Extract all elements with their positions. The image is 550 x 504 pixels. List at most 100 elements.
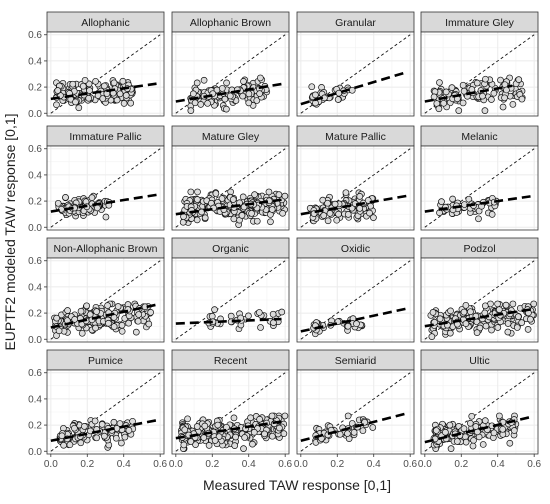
data-point bbox=[497, 76, 504, 84]
x-tick-label: 0.2 bbox=[454, 459, 468, 470]
data-point bbox=[488, 210, 496, 218]
facet-panel: Allophanic 0.0 0.2 0.4 0.6 bbox=[28, 11, 165, 120]
data-point bbox=[200, 434, 208, 441]
panel-border bbox=[171, 145, 290, 231]
data-point bbox=[333, 216, 341, 224]
data-point bbox=[58, 432, 66, 440]
panel-border bbox=[46, 257, 165, 343]
data-point bbox=[468, 412, 476, 420]
data-point bbox=[281, 412, 289, 420]
data-point bbox=[245, 312, 252, 320]
data-point bbox=[446, 329, 454, 337]
data-point bbox=[504, 328, 512, 336]
facet-title: Allophanic bbox=[81, 17, 129, 29]
data-point bbox=[319, 196, 327, 204]
data-point bbox=[257, 74, 264, 82]
data-point bbox=[356, 193, 364, 200]
data-point bbox=[473, 329, 481, 336]
x-tick-label: 0.6 bbox=[403, 459, 417, 470]
data-point bbox=[524, 326, 532, 333]
data-point bbox=[442, 428, 449, 436]
fit-line bbox=[50, 303, 157, 329]
data-point bbox=[77, 307, 85, 315]
facet-title: Melanic bbox=[461, 131, 497, 143]
data-point bbox=[181, 426, 189, 434]
facet-panel: Immature Gley bbox=[420, 11, 539, 117]
data-point bbox=[335, 210, 342, 218]
data-point bbox=[275, 191, 283, 198]
data-point bbox=[81, 423, 88, 430]
data-point bbox=[132, 328, 140, 336]
data-point bbox=[496, 412, 503, 420]
fit-line bbox=[424, 308, 531, 328]
data-point bbox=[269, 432, 276, 440]
panel-border bbox=[296, 369, 415, 455]
facet-panel: Ultic 0.0 0.2 0.4 0.6 bbox=[418, 349, 542, 470]
data-point bbox=[66, 441, 74, 449]
panels-group: Allophanic 0.0 0.2 0.4 0.6 Allophanic Brown Gr… bbox=[28, 11, 542, 470]
facet-panel: Mature Pallic bbox=[296, 125, 415, 231]
fit-line bbox=[300, 307, 407, 333]
data-point bbox=[342, 189, 350, 197]
data-point bbox=[435, 105, 443, 113]
data-point bbox=[238, 212, 246, 219]
facet-panel: Immature Pallic 0.0 0.2 0.4 0.6 bbox=[28, 125, 165, 234]
data-point bbox=[261, 430, 268, 438]
panel-content bbox=[424, 148, 535, 228]
data-point bbox=[72, 98, 79, 106]
data-point bbox=[253, 217, 261, 225]
data-point bbox=[326, 210, 334, 217]
data-point bbox=[223, 105, 230, 113]
data-point bbox=[447, 307, 454, 315]
x-tick-label: 0.0 bbox=[44, 459, 58, 470]
data-point bbox=[193, 423, 201, 430]
data-point bbox=[204, 99, 211, 107]
data-point bbox=[53, 314, 60, 322]
facet-panel: Oxidic bbox=[296, 237, 415, 343]
data-point bbox=[515, 76, 523, 83]
data-point bbox=[189, 90, 197, 98]
data-point bbox=[503, 86, 510, 94]
panel-border bbox=[296, 31, 415, 117]
data-point bbox=[64, 307, 71, 314]
data-point bbox=[215, 433, 223, 440]
data-point bbox=[91, 417, 99, 425]
y-tick-label: 0.6 bbox=[28, 256, 42, 267]
data-point bbox=[433, 427, 440, 434]
panel-content bbox=[300, 260, 411, 340]
data-point bbox=[430, 93, 438, 101]
data-point bbox=[245, 99, 253, 107]
data-point bbox=[120, 100, 128, 107]
panel-content bbox=[50, 148, 161, 228]
data-point bbox=[187, 107, 195, 114]
facet-panel: Granular bbox=[296, 11, 415, 117]
data-point bbox=[479, 92, 486, 100]
data-point bbox=[370, 214, 377, 221]
data-point bbox=[193, 216, 201, 224]
data-point bbox=[513, 324, 521, 331]
y-axis-label: EUPTF2 modeled TAW response [0,1] bbox=[2, 113, 18, 350]
data-point bbox=[494, 300, 501, 308]
data-point bbox=[211, 306, 218, 313]
data-point bbox=[54, 87, 62, 94]
panel-border bbox=[46, 31, 165, 117]
data-point bbox=[475, 215, 482, 223]
data-point bbox=[75, 104, 83, 112]
data-point bbox=[135, 311, 143, 318]
data-point bbox=[114, 303, 122, 310]
data-point bbox=[201, 214, 209, 222]
panel-content bbox=[175, 372, 289, 452]
data-point bbox=[455, 107, 463, 114]
facet-title: Mature Pallic bbox=[325, 131, 386, 143]
facet-title: Granular bbox=[335, 17, 376, 29]
data-point bbox=[366, 209, 373, 217]
data-point bbox=[122, 92, 130, 99]
data-point bbox=[344, 412, 352, 420]
facet-panel: Organic bbox=[171, 237, 290, 343]
data-point bbox=[462, 301, 470, 309]
data-point bbox=[446, 421, 454, 429]
data-point bbox=[86, 87, 93, 94]
y-tick-label: 0.4 bbox=[28, 282, 42, 293]
data-point bbox=[256, 90, 263, 97]
data-point bbox=[350, 429, 358, 436]
